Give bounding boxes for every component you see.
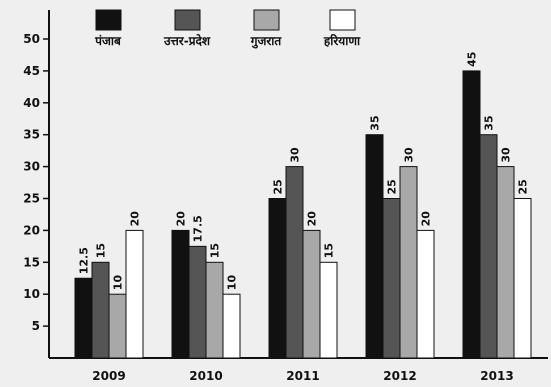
bar — [513, 198, 532, 359]
y-axis-ticks: 5 10 15 20 25 30 35 40 45 50 — [23, 32, 49, 333]
value-label: 45 — [466, 52, 479, 67]
value-labels-group: 12.5 15 10 20 20 17.5 15 10 25 30 20 15 35 25 30 20 45 35… — [78, 52, 530, 291]
y-tick-label: 35 — [23, 128, 40, 142]
value-label: 15 — [209, 243, 222, 258]
bar — [416, 229, 435, 359]
x-tick-label: 2009 — [92, 369, 125, 383]
y-tick-label: 45 — [23, 64, 40, 78]
value-label: 30 — [500, 147, 513, 163]
value-label: 20 — [175, 211, 188, 227]
bar — [365, 134, 384, 359]
value-label: 30 — [289, 147, 302, 163]
legend-swatch — [253, 9, 280, 31]
y-tick-label: 15 — [23, 255, 40, 269]
value-label: 15 — [95, 243, 108, 258]
legend-swatch — [329, 9, 356, 31]
y-tick-label: 25 — [23, 192, 40, 206]
bars-group — [74, 70, 532, 359]
x-axis-labels: 2009 2010 2011 2012 2013 — [92, 369, 513, 383]
bar — [319, 261, 338, 359]
legend-swatch — [174, 9, 201, 31]
bar — [91, 261, 110, 359]
value-label: 30 — [403, 147, 416, 163]
legend-label: गुजरात — [250, 34, 283, 49]
bar — [268, 198, 287, 359]
legend-label: उत्तर-प्रदेश — [163, 34, 211, 48]
bar — [302, 229, 321, 359]
value-label: 25 — [386, 179, 399, 194]
value-label: 25 — [517, 179, 530, 194]
legend-label: हरियाणा — [323, 34, 361, 48]
bar — [382, 198, 401, 359]
y-tick-label: 50 — [23, 32, 40, 46]
bar — [74, 277, 93, 359]
value-label: 35 — [369, 115, 382, 130]
x-tick-label: 2011 — [286, 369, 319, 383]
value-label: 10 — [112, 275, 125, 291]
bar — [462, 70, 481, 359]
y-tick-label: 20 — [23, 223, 40, 237]
x-tick-label: 2013 — [480, 369, 513, 383]
x-tick-label: 2010 — [189, 369, 222, 383]
value-label: 25 — [272, 179, 285, 194]
bar — [496, 166, 515, 359]
value-label: 15 — [323, 243, 336, 258]
value-label: 20 — [306, 211, 319, 227]
value-label: 20 — [420, 211, 433, 227]
value-label: 10 — [226, 275, 239, 291]
bar — [205, 261, 224, 359]
y-tick-label: 30 — [23, 160, 40, 174]
y-tick-label: 40 — [23, 96, 40, 110]
legend-label: पंजाब — [94, 34, 122, 48]
y-tick-label: 5 — [32, 319, 40, 333]
bar — [188, 245, 207, 359]
y-tick-label: 10 — [23, 287, 40, 301]
value-label: 12.5 — [78, 247, 91, 274]
x-tick-label: 2012 — [383, 369, 416, 383]
value-label: 35 — [483, 115, 496, 130]
legend-swatch — [95, 9, 122, 31]
bar — [108, 293, 127, 359]
value-label: 20 — [129, 211, 142, 227]
bar — [399, 166, 418, 359]
value-label: 17.5 — [192, 215, 205, 242]
bar — [285, 166, 304, 359]
bar — [171, 229, 190, 359]
bar — [479, 134, 498, 359]
bar — [222, 293, 241, 359]
legend: पंजाब उत्तर-प्रदेश गुजरात हरियाणा — [94, 9, 361, 49]
bar — [125, 229, 144, 359]
